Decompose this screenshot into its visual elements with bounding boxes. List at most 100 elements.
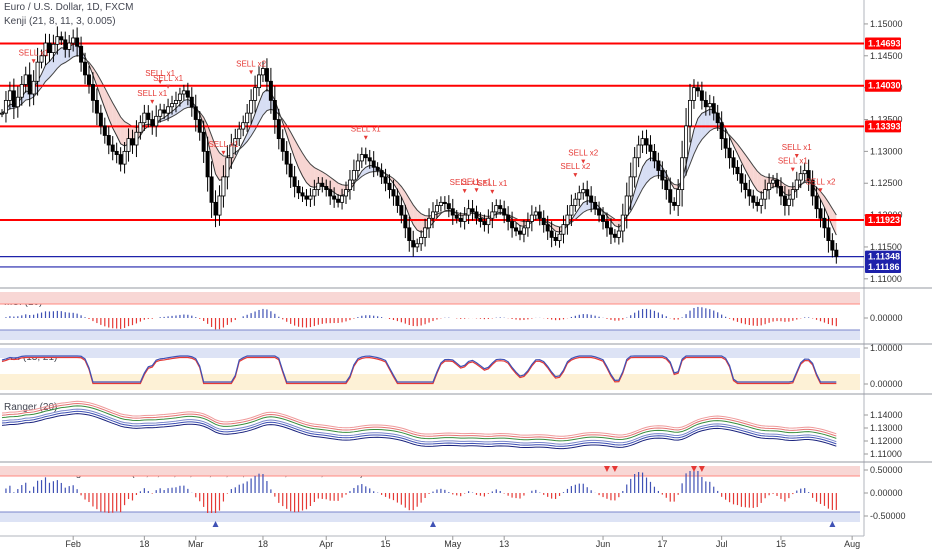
- sell-signal: SELL x1: [351, 125, 381, 140]
- candle: [375, 162, 380, 176]
- candle-body: [810, 179, 815, 197]
- sell-triangle-icon: [611, 466, 618, 472]
- candle: [47, 33, 52, 62]
- ranger-band-line: [1, 408, 837, 445]
- candle: [482, 214, 487, 232]
- candle-body: [735, 166, 740, 175]
- candle: [166, 98, 171, 122]
- candle-body: [110, 144, 115, 152]
- candle: [628, 162, 633, 211]
- candle: [391, 179, 396, 206]
- candle-body: [83, 61, 88, 76]
- candle-body: [739, 173, 744, 184]
- candle-body: [225, 157, 230, 178]
- candle-body: [569, 205, 574, 216]
- candle-body: [344, 189, 349, 197]
- candle-body: [308, 195, 313, 200]
- candle-body: [403, 214, 408, 229]
- candle-body: [691, 87, 696, 101]
- candle-body: [55, 36, 60, 45]
- candle: [533, 206, 538, 221]
- candle: [146, 105, 151, 128]
- candle: [616, 223, 621, 245]
- candle-body: [549, 230, 554, 238]
- y-tick-label: 1.12500: [870, 178, 903, 188]
- candle: [585, 180, 590, 205]
- candle: [193, 94, 198, 132]
- ma-cloud: [757, 171, 762, 193]
- candle-body: [173, 99, 178, 104]
- sell-signal: SELL x1: [778, 157, 808, 172]
- candle: [359, 147, 364, 169]
- candle-body: [656, 160, 661, 171]
- sell-signal: SELL x1: [19, 48, 49, 64]
- candle: [703, 91, 708, 116]
- candle: [110, 136, 115, 161]
- candle: [162, 103, 167, 120]
- candle: [63, 31, 68, 58]
- candle-body: [90, 84, 95, 101]
- candle-body: [332, 195, 337, 200]
- candle: [423, 218, 428, 247]
- candle: [158, 103, 163, 123]
- ma-cloud: [49, 56, 54, 78]
- candle: [743, 174, 748, 199]
- candle-body: [27, 74, 32, 95]
- ma-cloud: [417, 210, 422, 233]
- candle-body: [565, 214, 570, 226]
- candle: [332, 187, 337, 208]
- buy-triangle-icon: [212, 521, 219, 527]
- candle-body: [288, 163, 293, 178]
- candle-body: [260, 68, 265, 76]
- x-tick-label: 17: [657, 539, 667, 549]
- candle: [284, 141, 289, 175]
- candle: [719, 111, 724, 151]
- candle: [498, 199, 503, 215]
- candle-body: [399, 205, 404, 216]
- candle-body: [122, 150, 127, 165]
- sell-signal: SELL x1: [153, 74, 184, 89]
- sell-arrow-icon: [818, 188, 823, 193]
- candle: [114, 142, 119, 164]
- candle: [98, 104, 103, 135]
- mega-upper-zone: [0, 466, 860, 476]
- candle-body: [533, 211, 538, 216]
- candle: [676, 179, 681, 217]
- candle-body: [86, 74, 91, 85]
- candle: [260, 61, 265, 83]
- sell-signal: SELL x1: [477, 179, 508, 194]
- ma-cloud: [405, 191, 410, 216]
- ma-cloud: [57, 47, 62, 69]
- candle: [553, 232, 558, 246]
- candle: [205, 136, 210, 192]
- price-tag-label: 1.14693: [868, 38, 901, 48]
- candle-body: [213, 201, 218, 216]
- candle-body: [340, 195, 345, 203]
- candle-body: [636, 144, 641, 159]
- ma-cloud: [314, 167, 319, 188]
- candle-body: [138, 122, 143, 133]
- candle-body: [446, 203, 451, 210]
- candle: [39, 49, 44, 69]
- candle-body: [589, 195, 594, 203]
- candle: [225, 145, 230, 190]
- candle: [55, 26, 60, 55]
- candle: [27, 62, 32, 107]
- candle: [292, 165, 297, 198]
- candle: [506, 206, 511, 231]
- candle-body: [296, 186, 301, 194]
- candle-body: [498, 205, 503, 210]
- x-tick-label: 15: [776, 539, 786, 549]
- candle: [517, 225, 522, 241]
- candle-body: [502, 208, 507, 216]
- candle: [557, 227, 562, 248]
- x-tick-label: Aug: [844, 539, 860, 549]
- candle: [814, 186, 819, 219]
- candle: [67, 35, 72, 58]
- candle-body: [664, 179, 669, 191]
- candle: [723, 128, 728, 159]
- buy-triangle-icon: [829, 521, 836, 527]
- candle: [521, 219, 526, 243]
- sell-signal-label: SELL x1: [19, 48, 49, 57]
